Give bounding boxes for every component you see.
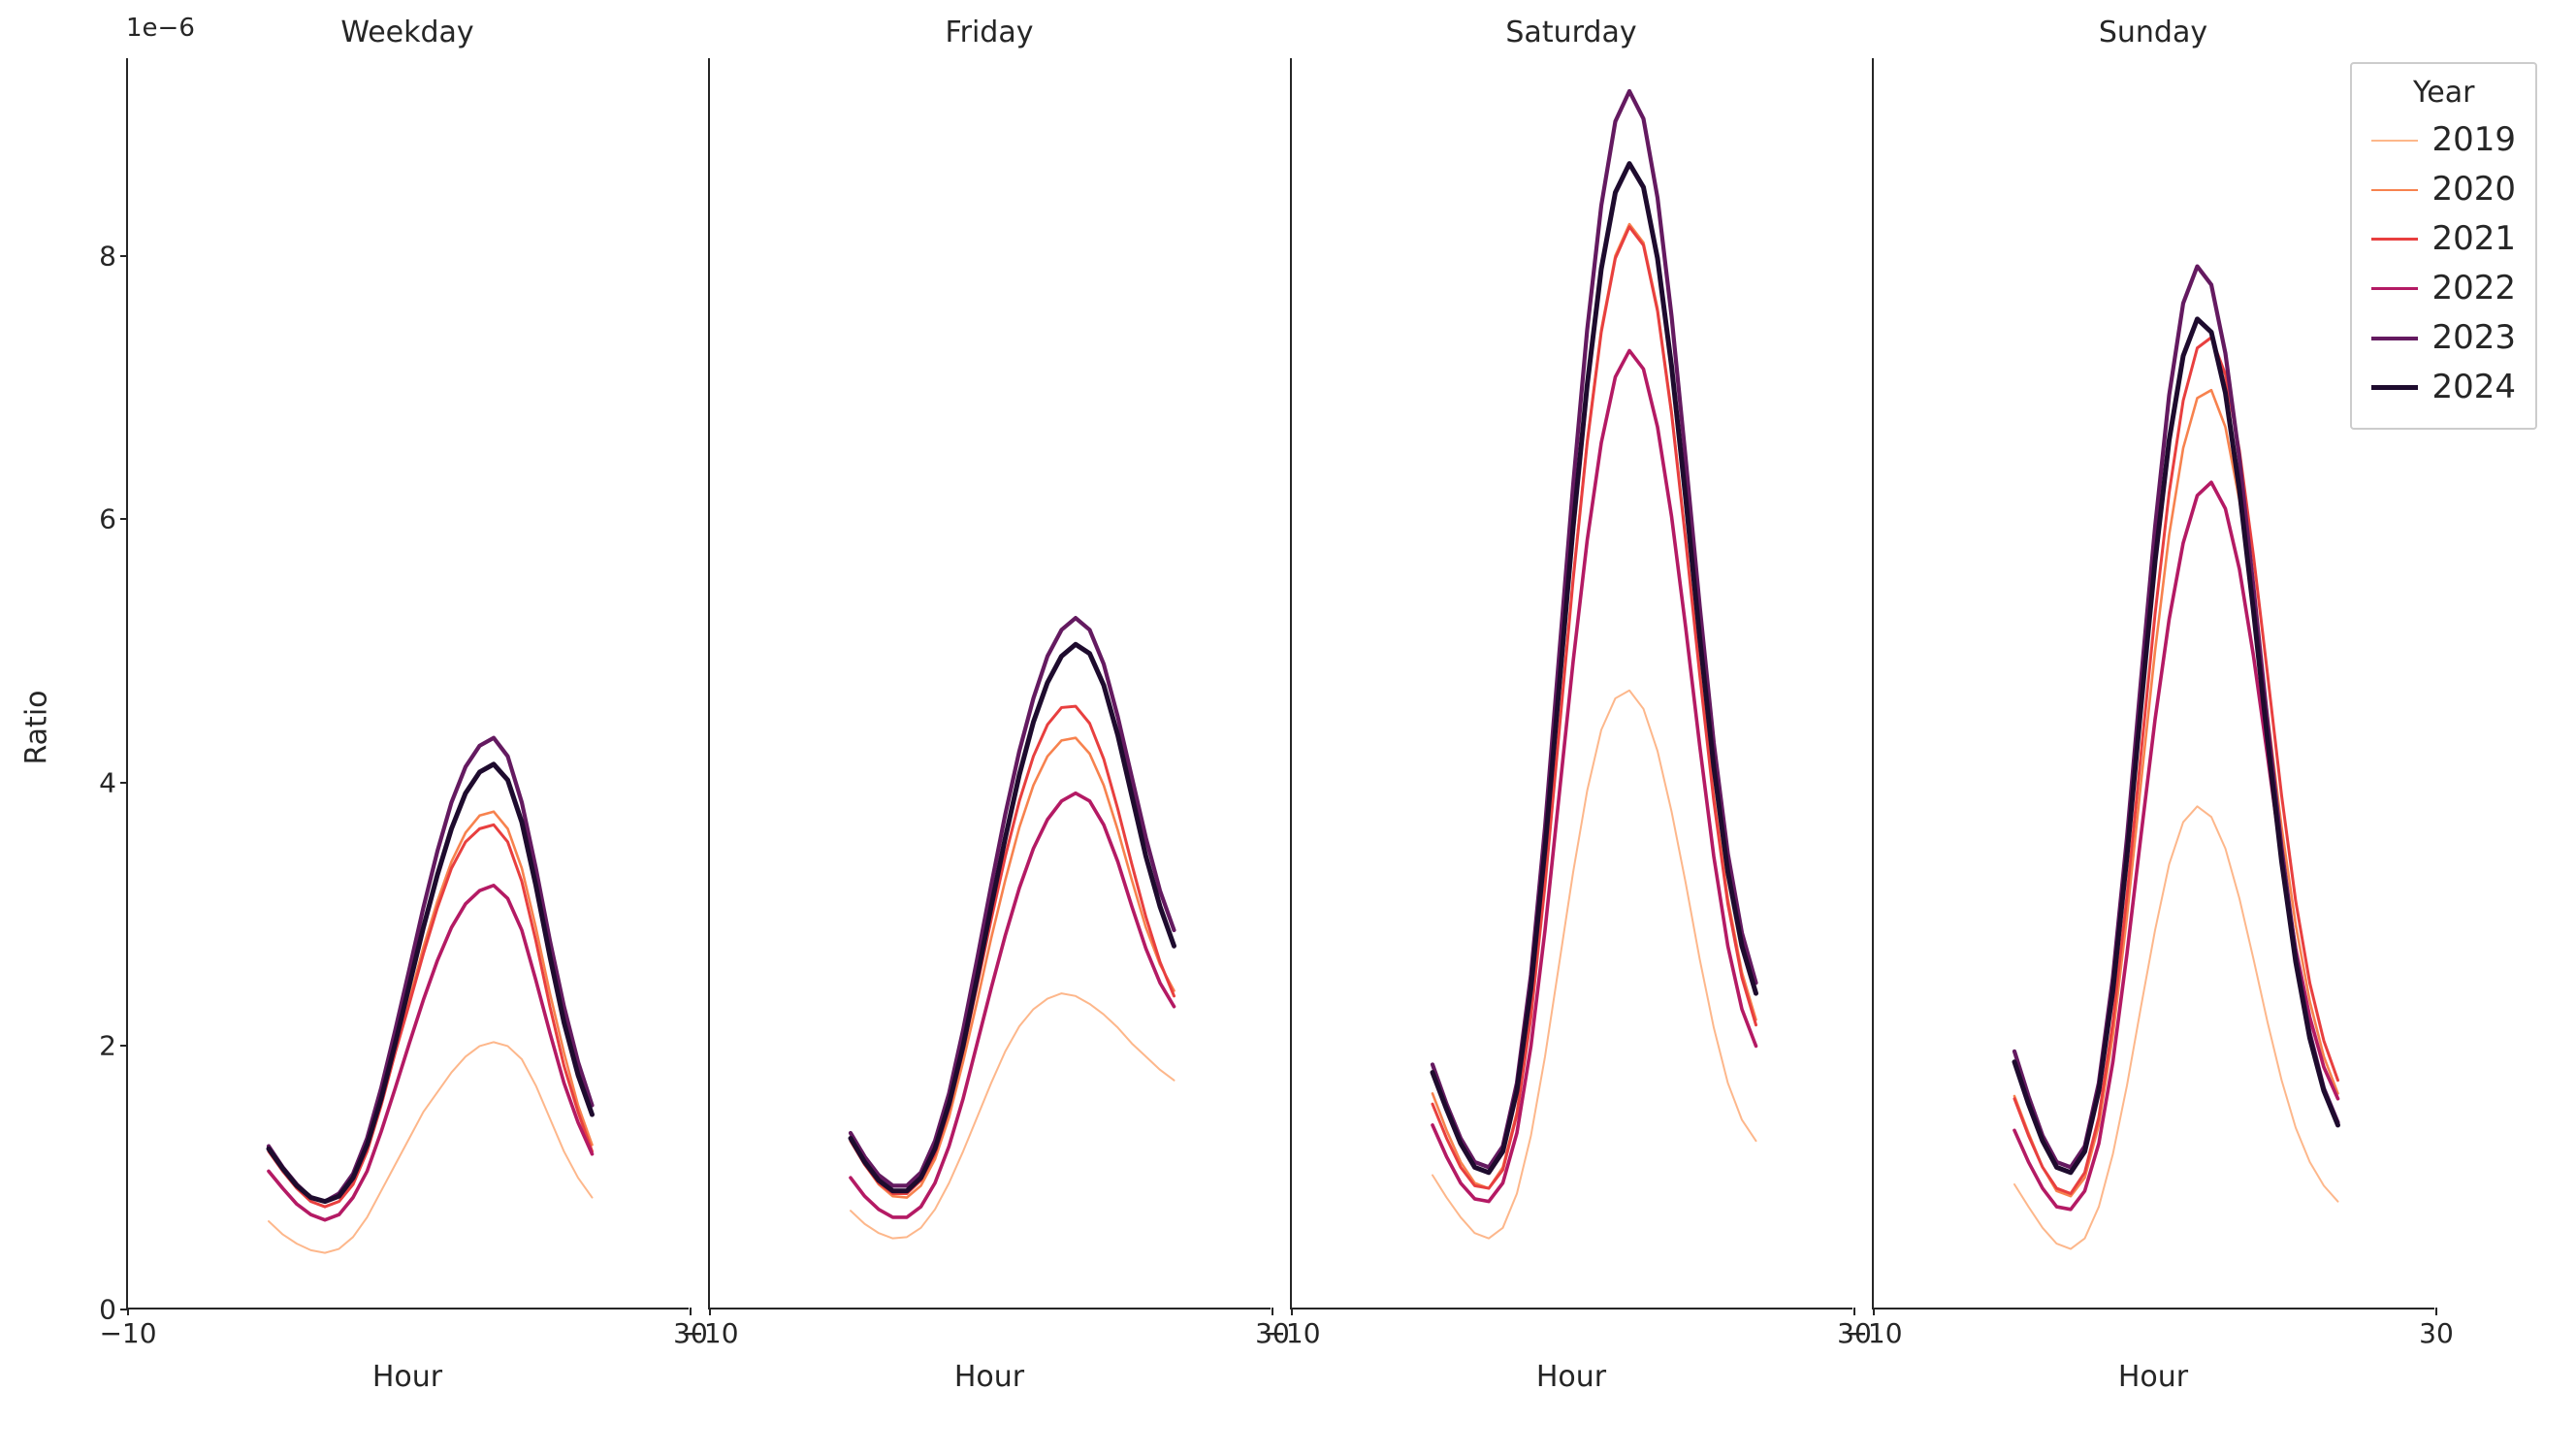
- legend-swatch: [2371, 189, 2418, 191]
- panel: Saturday−1030Hour: [1290, 58, 1852, 1310]
- ytick-mark: [120, 782, 128, 784]
- ytick-mark: [120, 518, 128, 520]
- series-line: [1433, 691, 1756, 1239]
- legend-row: 2022: [2371, 264, 2516, 313]
- legend-items: 201920202021202220232024: [2371, 115, 2516, 412]
- legend-swatch: [2371, 337, 2418, 340]
- panel: Weekday02468−1030Hour: [126, 58, 689, 1310]
- legend-label: 2019: [2431, 115, 2516, 165]
- ytick-mark: [120, 1045, 128, 1047]
- legend-swatch: [2371, 140, 2418, 142]
- figure: 1e−6 Ratio Weekday02468−1030HourFriday−1…: [0, 0, 2576, 1455]
- panel-title: Sunday: [1872, 16, 2434, 49]
- legend-label: 2020: [2431, 165, 2516, 214]
- x-axis-label: Hour: [708, 1360, 1271, 1394]
- series-line: [1433, 91, 1756, 1167]
- panel-row: Weekday02468−1030HourFriday−1030HourSatu…: [126, 58, 2434, 1310]
- legend-swatch: [2371, 287, 2418, 290]
- x-axis-label: Hour: [1290, 1360, 1852, 1394]
- legend: Year 201920202021202220232024: [2350, 62, 2537, 430]
- series-line: [2014, 390, 2338, 1196]
- plot-area: 02468−1030: [126, 58, 689, 1310]
- legend-label: 2023: [2431, 313, 2516, 363]
- legend-row: 2019: [2371, 115, 2516, 165]
- y-axis-label: Ratio: [20, 690, 54, 764]
- legend-swatch: [2371, 238, 2418, 241]
- line-layer: [710, 58, 1272, 1310]
- legend-row: 2020: [2371, 165, 2516, 214]
- series-line: [851, 618, 1175, 1185]
- series-line: [2014, 338, 2338, 1194]
- plot-area: −1030: [708, 58, 1271, 1310]
- series-line: [269, 1042, 593, 1252]
- legend-label: 2021: [2431, 214, 2516, 264]
- legend-row: 2023: [2371, 313, 2516, 363]
- plot-area: −1030: [1290, 58, 1852, 1310]
- series-line: [1433, 350, 1756, 1201]
- legend-row: 2021: [2371, 214, 2516, 264]
- legend-swatch: [2371, 385, 2418, 390]
- panel: Friday−1030Hour: [708, 58, 1271, 1310]
- panel-title: Friday: [708, 16, 1271, 49]
- x-axis-label: Hour: [126, 1360, 689, 1394]
- legend-row: 2024: [2371, 363, 2516, 412]
- panel-title: Weekday: [126, 16, 689, 49]
- legend-title: Year: [2371, 76, 2516, 110]
- x-axis-label: Hour: [1872, 1360, 2434, 1394]
- line-layer: [1292, 58, 1854, 1310]
- legend-label: 2022: [2431, 264, 2516, 313]
- legend-label: 2024: [2431, 363, 2516, 412]
- ytick-mark: [120, 255, 128, 257]
- panel-title: Saturday: [1290, 16, 1852, 49]
- series-line: [851, 993, 1175, 1239]
- line-layer: [128, 58, 691, 1310]
